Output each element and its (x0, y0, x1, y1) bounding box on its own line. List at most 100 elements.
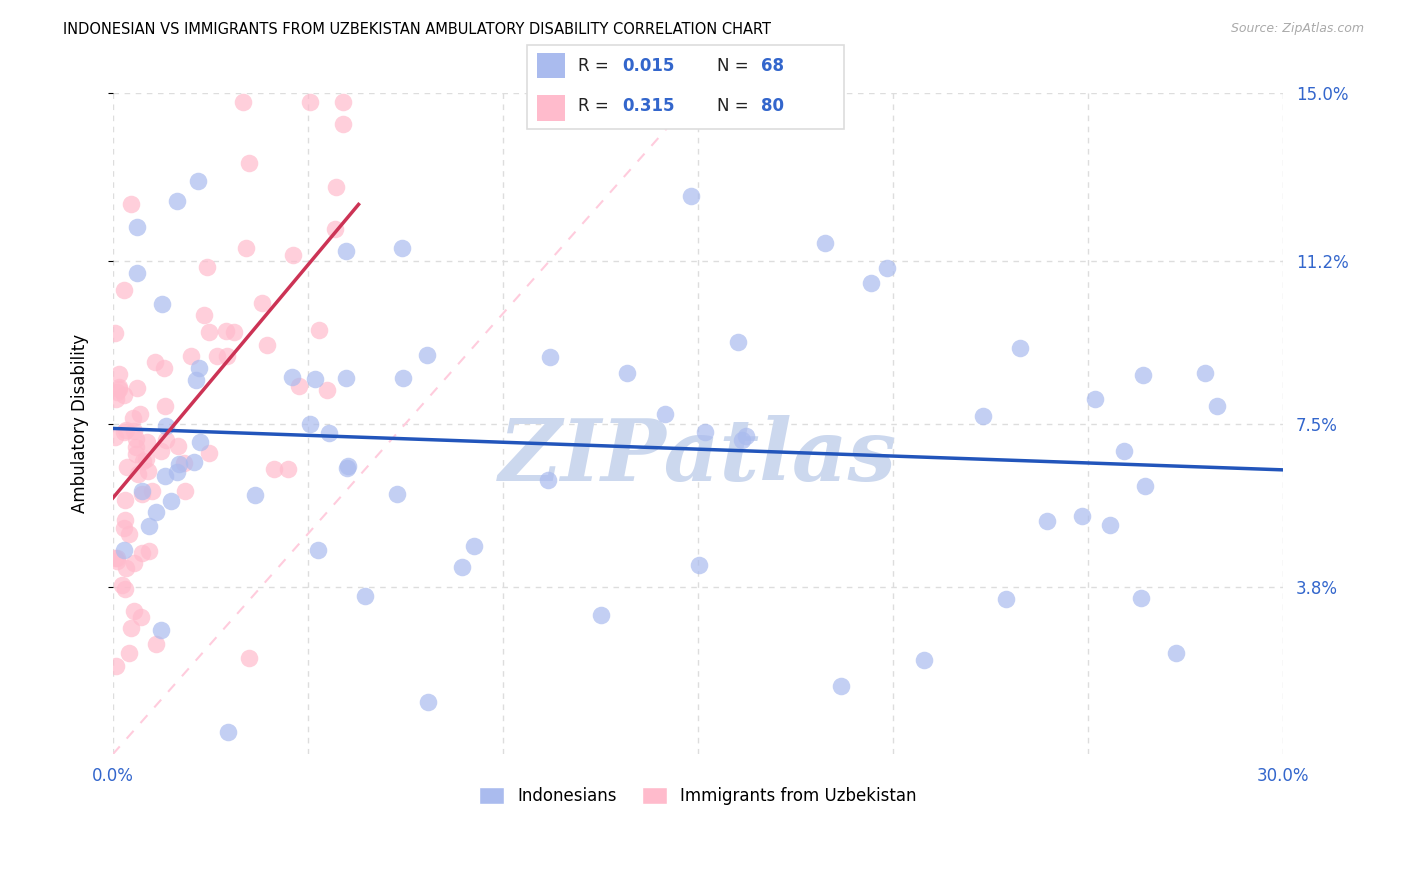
Point (180, 349, 202, 363)
Point (141, 483, 163, 498)
Point (138, 518, 160, 533)
Point (385, 487, 408, 501)
Point (132, 454, 155, 468)
Point (814, 235, 837, 250)
Point (353, 589, 375, 603)
Point (122, 410, 145, 425)
Point (337, 458, 360, 473)
Text: 0.315: 0.315 (621, 97, 675, 115)
Point (145, 355, 167, 369)
Point (332, 117, 354, 131)
Point (195, 260, 218, 274)
Y-axis label: Ambulatory Disability: Ambulatory Disability (72, 334, 89, 514)
Point (155, 434, 177, 448)
Text: 0.015: 0.015 (621, 57, 675, 75)
Point (1036, 514, 1059, 528)
Point (299, 417, 322, 431)
Text: N =: N = (717, 97, 754, 115)
Point (335, 244, 357, 259)
Point (323, 221, 346, 235)
Text: Source: ZipAtlas.com: Source: ZipAtlas.com (1230, 22, 1364, 36)
Point (589, 608, 612, 623)
Point (1194, 366, 1216, 380)
Point (125, 266, 148, 280)
Point (205, 349, 228, 363)
Point (332, 95, 354, 110)
Point (281, 247, 304, 261)
Point (391, 241, 413, 255)
Point (125, 381, 148, 395)
Point (122, 603, 145, 617)
Point (250, 296, 273, 310)
Point (153, 399, 176, 413)
Point (115, 561, 138, 575)
Point (149, 443, 172, 458)
Point (288, 379, 311, 393)
Point (1008, 341, 1031, 355)
Point (681, 188, 703, 202)
Point (243, 487, 266, 501)
Point (129, 609, 152, 624)
Point (118, 527, 141, 541)
Point (114, 493, 136, 508)
Point (1206, 399, 1229, 413)
Point (120, 621, 142, 635)
Point (217, 725, 239, 739)
Point (1098, 518, 1121, 533)
Point (122, 424, 145, 438)
Point (104, 430, 127, 444)
Point (138, 544, 160, 558)
Point (105, 392, 128, 407)
Point (972, 409, 994, 424)
Point (105, 659, 128, 673)
Point (318, 425, 340, 440)
Point (117, 459, 139, 474)
Point (1132, 368, 1154, 383)
Point (105, 550, 128, 565)
Point (107, 367, 129, 381)
Point (538, 351, 561, 365)
Point (114, 513, 136, 527)
Point (731, 433, 754, 447)
Point (131, 483, 153, 498)
Point (120, 196, 142, 211)
Text: INDONESIAN VS IMMIGRANTS FROM UZBEKISTAN AMBULATORY DISABILITY CORRELATION CHART: INDONESIAN VS IMMIGRANTS FROM UZBEKISTAN… (63, 22, 772, 37)
Point (238, 651, 260, 665)
Point (145, 637, 167, 651)
Point (238, 156, 260, 170)
Point (860, 276, 883, 290)
Point (1114, 444, 1136, 458)
Point (198, 325, 221, 339)
Point (256, 337, 278, 351)
Point (114, 423, 136, 437)
Point (1135, 479, 1157, 493)
FancyBboxPatch shape (527, 45, 844, 129)
Text: ZIPatlas: ZIPatlas (499, 415, 897, 499)
Point (183, 455, 205, 469)
Point (166, 465, 188, 479)
Point (654, 407, 676, 421)
Point (1164, 647, 1187, 661)
Point (125, 447, 148, 461)
Point (1071, 508, 1094, 523)
FancyBboxPatch shape (537, 54, 565, 78)
Point (150, 297, 173, 311)
Point (222, 325, 245, 339)
Point (117, 646, 139, 660)
Point (153, 469, 176, 483)
Point (235, 240, 257, 254)
Point (188, 434, 211, 449)
Point (108, 382, 131, 396)
Point (463, 540, 485, 554)
Point (112, 521, 135, 535)
Point (104, 326, 127, 340)
Point (188, 360, 211, 375)
Point (392, 370, 415, 384)
Point (830, 679, 852, 693)
Point (215, 324, 238, 338)
Point (876, 261, 898, 276)
Point (108, 380, 131, 394)
Legend: Indonesians, Immigrants from Uzbekistan: Indonesians, Immigrants from Uzbekistan (472, 780, 924, 812)
Text: R =: R = (578, 57, 614, 75)
Point (166, 194, 188, 208)
